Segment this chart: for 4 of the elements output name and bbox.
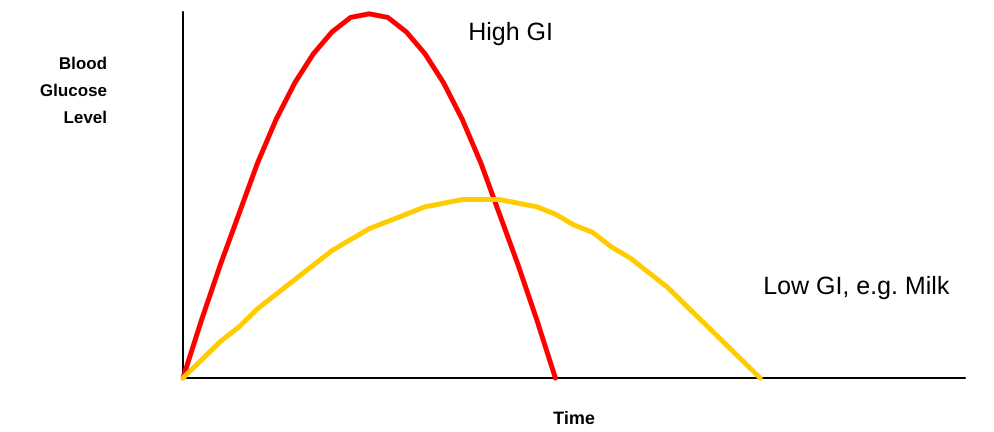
y-axis-title: Blood Glucose Level: [40, 54, 107, 127]
series-label: High GI: [468, 18, 553, 46]
text: Low GI, e.g. Milk: [763, 272, 950, 300]
x-axis-title: Time: [553, 408, 595, 428]
